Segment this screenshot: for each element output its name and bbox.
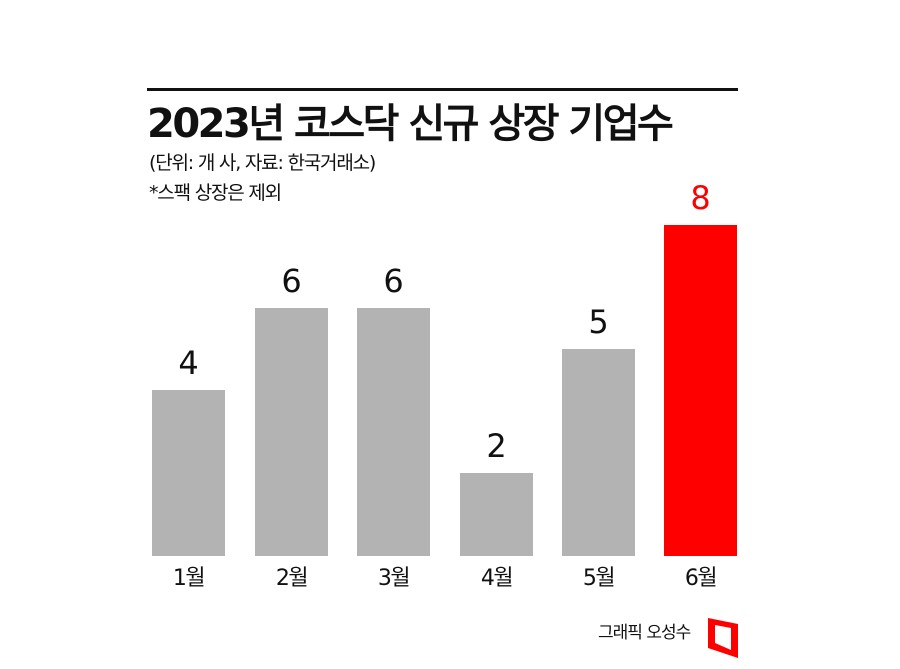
value-label: 6 [281,261,302,300]
bar-5 [562,349,635,556]
bar-2 [255,307,328,556]
category-label: 5월 [582,566,616,591]
bar-1 [152,390,225,556]
category-label: 1월 [172,566,206,591]
value-label: 8 [690,178,711,217]
bar-6 [664,224,737,556]
exclusion-note: *스팩 상장은 제외 [149,182,282,204]
value-label: 6 [383,261,404,300]
graphic-credit: 그래픽 오성수 [598,623,691,643]
top-rule [147,88,738,91]
category-label: 3월 [377,566,411,591]
value-label: 5 [588,303,609,341]
red-frame-logo-icon [708,618,738,658]
category-label: 4월 [480,566,514,591]
chart-title: 2023년 코스닥 신규 상장 기업수 [147,101,674,147]
unit-source-note: (단위: 개 사, 자료: 한국거래소) [149,152,376,174]
bar-3 [357,307,430,556]
category-label: 2월 [275,566,309,591]
value-label: 4 [178,344,199,383]
category-label: 6월 [684,566,718,591]
value-label: 2 [486,427,507,466]
bar-4 [460,473,533,556]
